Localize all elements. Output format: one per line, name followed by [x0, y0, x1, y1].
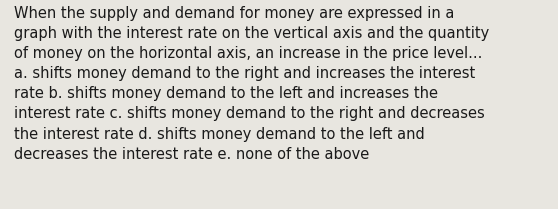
Text: When the supply and demand for money are expressed in a
graph with the interest : When the supply and demand for money are… — [14, 6, 489, 162]
